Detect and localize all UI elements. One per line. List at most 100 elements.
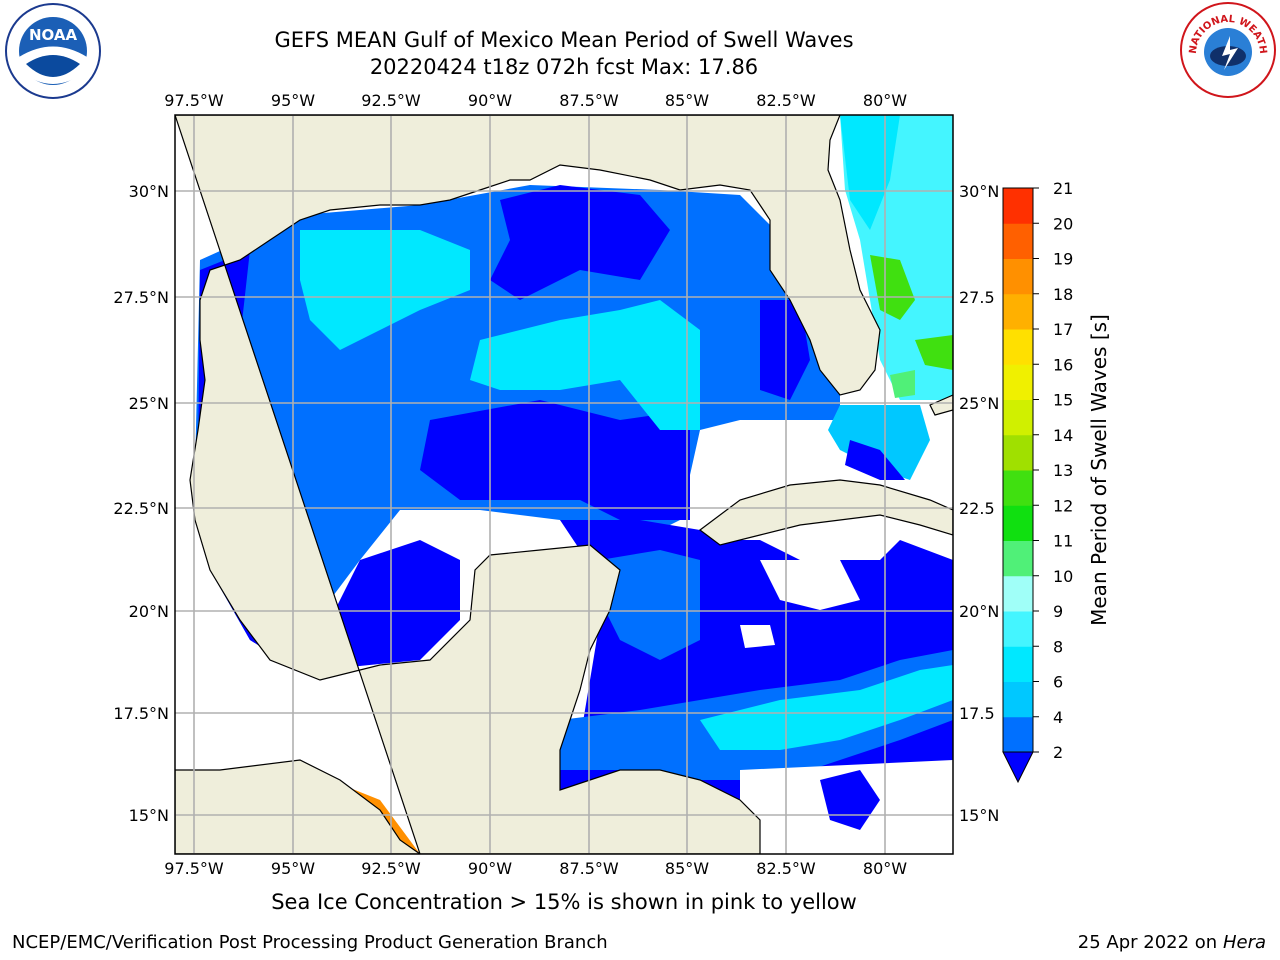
region-under-2s-north [490, 185, 670, 300]
footer-date-text: 25 Apr 2022 on [1077, 932, 1223, 953]
lon-tick-bottom: 95°W [271, 859, 315, 878]
region-caribbean-2-4s-west [600, 550, 700, 660]
colorbar-segment [1003, 329, 1033, 365]
colorbar-tick-label: 12 [1053, 496, 1073, 515]
noaa-logo: NOAA [2, 2, 104, 104]
colorbar-tick-label: 15 [1053, 391, 1073, 410]
colorbar-segment [1003, 611, 1033, 647]
lat-ticks-right: 30°N 27.5 25°N 22.5 20°N 17.5 15°N [959, 182, 999, 825]
region-4-6s-central [470, 300, 700, 430]
colorbar-segment [1003, 258, 1033, 295]
lat-tick-right: 20°N [959, 602, 999, 621]
region-atlantic-10-12s-north [870, 255, 915, 320]
graticule [175, 115, 953, 854]
colorbar-tick-label: 11 [1053, 532, 1073, 551]
lat-tick-left: 30°N [129, 182, 169, 201]
lat-tick-right: 27.5 [959, 288, 995, 307]
lon-tick-top: 92.5°W [361, 91, 421, 110]
lon-tick-top: 87.5°W [559, 91, 619, 110]
lon-tick-top: 85°W [665, 91, 709, 110]
map-area [175, 115, 953, 854]
colorbar-tick-label: 19 [1053, 250, 1073, 269]
lon-tick-bottom: 97.5°W [164, 859, 224, 878]
colorbar-segment [1003, 540, 1033, 577]
lat-tick-left: 15°N [129, 806, 169, 825]
lon-tick-bottom: 80°W [863, 859, 907, 878]
lat-tick-left: 25°N [129, 394, 169, 413]
map-frame [174, 114, 954, 855]
lon-tick-top: 80°W [863, 91, 907, 110]
nws-logo: NATIONAL WEATHER SERVICE [1174, 0, 1278, 104]
colorbar-tick-label: 13 [1053, 461, 1073, 480]
lon-tick-bottom: 82.5°W [756, 859, 816, 878]
lon-tick-top: 82.5°W [756, 91, 816, 110]
lat-tick-right: 22.5 [959, 499, 995, 518]
colorbar-tick-label: 16 [1053, 355, 1073, 374]
region-caribbean-4-6s [700, 665, 953, 750]
lat-tick-right: 17.5 [959, 704, 995, 723]
land-bahamas [929, 394, 953, 416]
region-under-2s-east [760, 300, 810, 400]
lat-tick-left: 22.5°N [113, 499, 169, 518]
colorbar-tick-label: 18 [1053, 285, 1073, 304]
colorbar-segment [1003, 434, 1033, 471]
lon-tick-top: 90°W [468, 91, 512, 110]
colorbar-label: Mean Period of Swell Waves [s] [1087, 314, 1111, 626]
colorbar-tick-label: 2 [1053, 743, 1063, 762]
lat-tick-left: 17.5°N [113, 704, 169, 723]
lat-tick-right: 15°N [959, 806, 999, 825]
lon-tick-bottom: 92.5°W [361, 859, 421, 878]
map-title: GEFS MEAN Gulf of Mexico Mean Period of … [274, 28, 854, 52]
lon-tick-top: 97.5°W [164, 91, 224, 110]
colorbar-tick-label: 8 [1053, 637, 1063, 656]
lon-tick-bottom: 90°W [468, 859, 512, 878]
colorbar-segment [1003, 293, 1033, 330]
lat-tick-right: 30°N [959, 182, 999, 201]
colorbar-segment [1003, 188, 1033, 224]
region-atlantic-9-10s [890, 370, 915, 398]
map-subtitle: 20220424 t18z 072h fcst Max: 17.86 [369, 55, 759, 79]
colorbar-ticks: 2 4 6 8 9 10 11 12 13 14 15 16 17 18 19 20 21 [1033, 179, 1073, 762]
colorbar-segment [1003, 399, 1033, 436]
lat-tick-right: 25°N [959, 394, 999, 413]
colorbar-tick-label: 17 [1053, 320, 1073, 339]
colorbar-segment [1003, 681, 1033, 718]
colorbar-tick-label: 21 [1053, 179, 1073, 198]
lon-tick-top: 95°W [271, 91, 315, 110]
caribbean-nodata-1 [760, 560, 860, 610]
colorbar-tick-label: 14 [1053, 426, 1073, 445]
colorbar-tick-label: 9 [1053, 602, 1063, 621]
colorbar-segment [1003, 470, 1033, 506]
region-4-6s-northwest [300, 230, 470, 350]
lon-tick-bottom: 87.5°W [559, 859, 619, 878]
colorbar-tick-label: 20 [1053, 214, 1073, 233]
colorbar: 2 4 6 8 9 10 11 12 13 14 15 16 17 18 19 20 21 Mean Perio… [1002, 179, 1111, 784]
colorbar-segment [1003, 716, 1033, 753]
region-under-2s-central [420, 400, 690, 520]
land [175, 115, 953, 854]
footer-host: Hera [1222, 932, 1266, 953]
svg-text:NOAA: NOAA [29, 26, 78, 44]
lon-ticks: 97.5°W 95°W 92.5°W 90°W 87.5°W 85°W 82.5… [164, 91, 907, 878]
colorbar-tick-label: 4 [1053, 708, 1063, 727]
colorbar-under-triangle [1002, 751, 1034, 784]
colorbar-tick-label: 10 [1053, 567, 1073, 586]
colorbar-segment [1003, 505, 1033, 541]
lat-ticks-left: 30°N 27.5°N 25°N 22.5°N 20°N 17.5°N 15°N [113, 182, 169, 825]
lat-tick-left: 20°N [129, 602, 169, 621]
colorbar-segments [1003, 188, 1033, 753]
land-cuba [699, 479, 953, 546]
land-mainland [175, 115, 881, 854]
colorbar-segment [1003, 646, 1033, 682]
colorbar-segment [1003, 223, 1033, 259]
colorbar-segment [1003, 575, 1033, 612]
region-straits-4s [828, 405, 930, 480]
caribbean-nodata-2 [740, 625, 775, 648]
lat-tick-left: 27.5°N [113, 288, 169, 307]
region-straits-under-2s [845, 440, 905, 480]
colorbar-tick-label: 6 [1053, 673, 1063, 692]
sea-ice-note: Sea Ice Concentration > 15% is shown in … [271, 890, 857, 914]
footer-date: 25 Apr 2022 on Hera [1078, 932, 1266, 953]
region-atlantic-10-12s-east [915, 335, 953, 370]
